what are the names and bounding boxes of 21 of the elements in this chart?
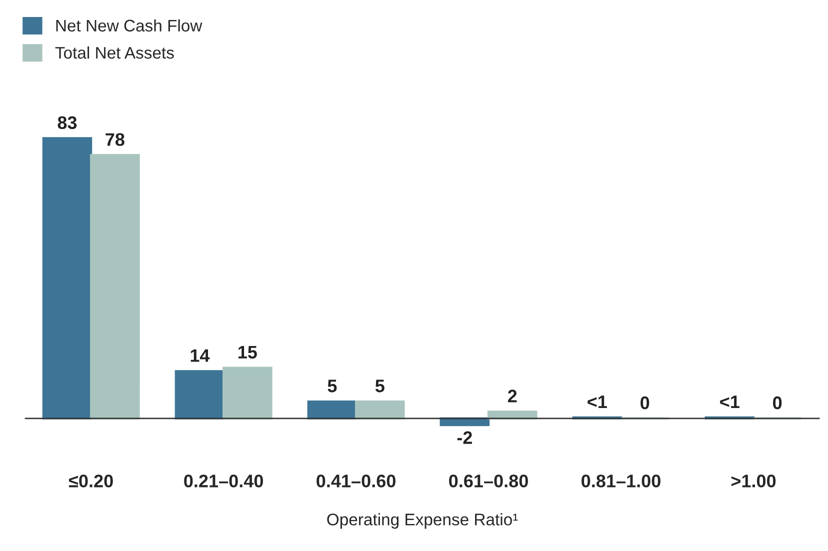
x-tick-label: ≤0.20 xyxy=(68,474,113,488)
x-tick-label: >1.00 xyxy=(731,474,776,488)
legend-label: Total Net Assets xyxy=(55,46,174,59)
data-label: <1 xyxy=(720,396,740,408)
data-label: 5 xyxy=(328,380,337,392)
data-label: 14 xyxy=(190,349,210,362)
data-label: 0 xyxy=(640,396,650,410)
data-label: 78 xyxy=(106,133,124,146)
legend-label: Net New Cash Flow xyxy=(56,19,202,32)
x-tick-label: 0.41–0.60 xyxy=(316,474,396,488)
data-label: 83 xyxy=(58,116,77,130)
data-label: 5 xyxy=(375,380,384,392)
data-label: -2 xyxy=(457,431,472,444)
data-label: 2 xyxy=(508,390,517,402)
x-tick-label: 0.61–0.80 xyxy=(449,474,528,488)
data-label: 0 xyxy=(773,396,782,410)
x-tick-label: 0.21–0.40 xyxy=(184,474,263,488)
x-tick-label: 0.81–1.00 xyxy=(582,474,660,488)
data-label: 15 xyxy=(238,346,257,359)
data-label: <1 xyxy=(588,396,607,408)
x-axis-title: Operating Expense Ratio¹ xyxy=(327,513,518,529)
